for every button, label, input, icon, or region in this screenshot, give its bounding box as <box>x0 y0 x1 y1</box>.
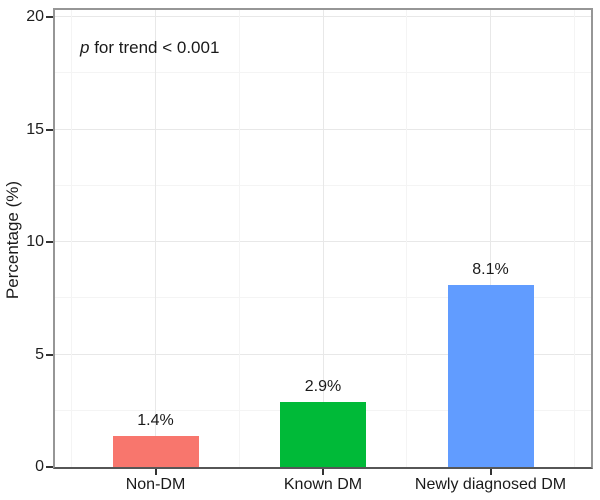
x-tick-mark <box>322 469 324 475</box>
x-tick-label-3: Newly diagnosed DM <box>414 476 567 493</box>
x-tick-label-2: Known DM <box>283 476 363 493</box>
x-tick-label-1: Non-DM <box>125 476 186 493</box>
plot-panel: p for trend < 0.001 1.4% 2.9% 8.1% <box>53 8 593 469</box>
x-tick-mark <box>154 469 157 475</box>
gridline-major-vertical <box>322 10 324 467</box>
y-tick-mark <box>46 466 53 468</box>
y-tick-label: 0 <box>35 458 44 475</box>
gridline-minor-vertical <box>406 10 408 467</box>
annotation-italic-p: p <box>80 38 90 57</box>
y-tick-label: 5 <box>35 345 44 363</box>
y-tick-label: 10 <box>26 233 44 250</box>
gridline-minor-vertical <box>71 10 73 467</box>
gridline-minor-vertical <box>238 10 240 467</box>
gridline-major-vertical <box>490 10 491 467</box>
y-tick-mark <box>46 16 53 18</box>
annotation-text: for trend < 0.001 <box>89 38 220 57</box>
bar-value-label: 2.9% <box>304 377 342 395</box>
bar-Known DM <box>280 401 366 467</box>
y-tick-mark <box>46 128 53 131</box>
bar-value-label: 1.4% <box>137 411 174 429</box>
bar-Non-DM <box>112 435 199 467</box>
y-tick-mark <box>46 241 53 243</box>
gridline-minor-vertical <box>573 10 575 467</box>
p-trend-annotation: p for trend < 0.001 <box>80 38 219 58</box>
bar-Newly diagnosed DM <box>447 284 534 467</box>
gridline-major-vertical <box>155 10 156 467</box>
y-tick-label: 20 <box>26 8 44 25</box>
y-tick-mark <box>46 353 53 356</box>
bar-value-label: 8.1% <box>472 260 509 278</box>
y-tick-label: 15 <box>26 120 44 138</box>
x-tick-mark <box>489 469 492 475</box>
